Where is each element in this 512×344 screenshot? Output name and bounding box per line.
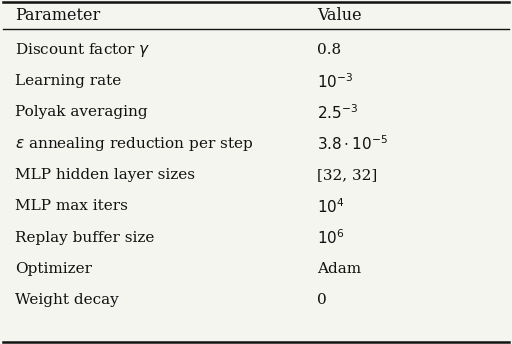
Text: $3.8 \cdot 10^{-5}$: $3.8 \cdot 10^{-5}$ (317, 135, 389, 153)
Text: Polyak averaging: Polyak averaging (15, 106, 148, 119)
Text: Value: Value (317, 7, 362, 24)
Text: Replay buffer size: Replay buffer size (15, 231, 155, 245)
Text: Weight decay: Weight decay (15, 293, 119, 307)
Text: Optimizer: Optimizer (15, 262, 92, 276)
Text: $10^{-3}$: $10^{-3}$ (317, 72, 354, 90)
Text: $2.5^{-3}$: $2.5^{-3}$ (317, 103, 359, 122)
Text: MLP hidden layer sizes: MLP hidden layer sizes (15, 168, 196, 182)
Text: Discount factor $\gamma$: Discount factor $\gamma$ (15, 41, 151, 59)
Text: MLP max iters: MLP max iters (15, 200, 128, 213)
Text: $\epsilon$ annealing reduction per step: $\epsilon$ annealing reduction per step (15, 135, 253, 153)
Text: [32, 32]: [32, 32] (317, 168, 378, 182)
Text: Parameter: Parameter (15, 7, 101, 24)
Text: Learning rate: Learning rate (15, 74, 122, 88)
Text: $10^{6}$: $10^{6}$ (317, 228, 345, 247)
Text: 0: 0 (317, 293, 327, 307)
Text: $10^{4}$: $10^{4}$ (317, 197, 345, 216)
Text: 0.8: 0.8 (317, 43, 342, 57)
Text: Adam: Adam (317, 262, 361, 276)
